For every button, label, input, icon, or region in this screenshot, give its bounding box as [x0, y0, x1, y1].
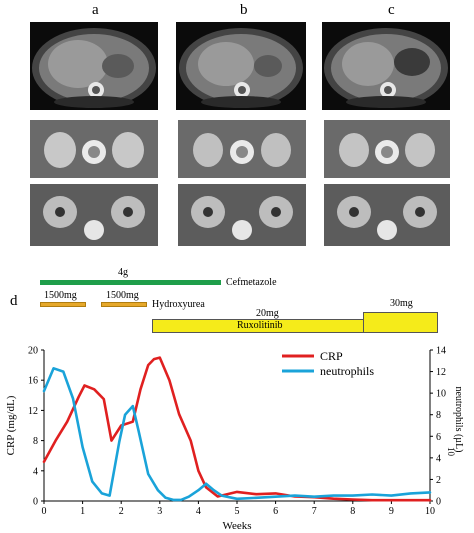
x-tick-label: 6 [273, 506, 278, 517]
crp-neutrophils-chart: 0 1 2 3 4 5 6 7 8 9 1004812162002468101214WeeksCRP… [5, 346, 464, 531]
cefmetazole-dose: 4g [118, 267, 128, 278]
ct-scan-b-kidney-upper [178, 120, 306, 178]
y2-tick-label: 8 [436, 410, 441, 421]
x-tick-label: 0 [42, 506, 47, 517]
series-line-neutrophils [42, 366, 432, 502]
hydroxyurea-dose-2: 1500mg [106, 290, 139, 301]
x-tick-label: 4 [196, 506, 201, 517]
panel-label-b: b [240, 2, 248, 18]
y2-tick-label: 14 [436, 346, 446, 357]
ruxolitinib-dose-1: 20mg [256, 308, 279, 319]
hydroxyurea-bar-2 [101, 302, 147, 307]
ct-scan-a-kidney-lower [30, 184, 158, 246]
hydroxyurea-bar-1 [40, 302, 86, 307]
ct-scan-b-liver [176, 22, 306, 110]
ruxolitinib-bar-2 [363, 312, 438, 333]
y-axis-label: CRP (mg/dL) [5, 395, 17, 455]
cefmetazole-label: Cefmetazole [226, 277, 277, 288]
y-tick-label: 16 [28, 376, 38, 387]
x-tick-label: 10 [425, 506, 435, 517]
x-axis-label: Weeks [222, 520, 251, 530]
ct-image-c-liver [324, 28, 448, 108]
y-tick-label: 12 [28, 406, 38, 417]
x-tick-label: 7 [312, 506, 317, 517]
ct-image-a-kidney-upper [30, 120, 158, 178]
cefmetazole-bar [40, 280, 221, 285]
y2-tick-label: 10 [436, 389, 446, 400]
ct-scan-a-kidney-upper [30, 120, 158, 178]
ct-image-b-kidney-upper [178, 120, 306, 178]
y2-tick-label: 12 [436, 367, 446, 378]
ct-image-a-kidney-lower [30, 184, 158, 246]
x-tick-label: 1 [80, 506, 85, 517]
hydroxyurea-dose-1: 1500mg [44, 290, 77, 301]
x-tick-label: 3 [157, 506, 162, 517]
ct-image-a-liver [32, 28, 156, 108]
x-tick-label: 5 [235, 506, 240, 517]
x-tick-label: 9 [389, 506, 394, 517]
ruxolitinib-dose-2: 30mg [390, 298, 413, 309]
ruxolitinib-label: Ruxolitinib [237, 320, 283, 331]
ct-scan-c-kidney-upper [324, 120, 450, 178]
ct-image-c-kidney-upper [324, 120, 450, 178]
ct-scan-c-liver [322, 22, 450, 110]
x-tick-label: 8 [350, 506, 355, 517]
y2-tick-label: 6 [436, 432, 441, 443]
y-tick-label: 0 [33, 497, 38, 508]
ct-image-b-kidney-lower [178, 184, 306, 246]
y2-axis-label-prefix: 10 [446, 447, 456, 457]
ct-image-c-kidney-lower [324, 184, 450, 246]
ct-scan-c-kidney-lower [324, 184, 450, 246]
series-line-CRP [42, 356, 432, 502]
y2-tick-label: 0 [436, 497, 441, 508]
panel-label-a: a [92, 2, 99, 18]
ct-image-b-liver [179, 28, 303, 108]
hydroxyurea-label: Hydroxyurea [152, 299, 205, 310]
y2-tick-label: 4 [436, 453, 441, 464]
panel-label-c: c [388, 2, 395, 18]
x-tick-label: 2 [119, 506, 124, 517]
legend-label-neutrophils: neutrophils [320, 364, 374, 378]
y2-axis-label: neutrophils (µL) [453, 386, 464, 452]
y2-tick-label: 2 [436, 475, 441, 486]
y-tick-label: 20 [28, 346, 38, 357]
ct-scan-a-liver [30, 22, 158, 110]
y-tick-label: 8 [33, 436, 38, 447]
y-tick-label: 4 [33, 466, 38, 477]
ct-scan-b-kidney-lower [178, 184, 306, 246]
panel-label-d: d [10, 293, 18, 309]
legend-label-CRP: CRP [320, 349, 343, 363]
